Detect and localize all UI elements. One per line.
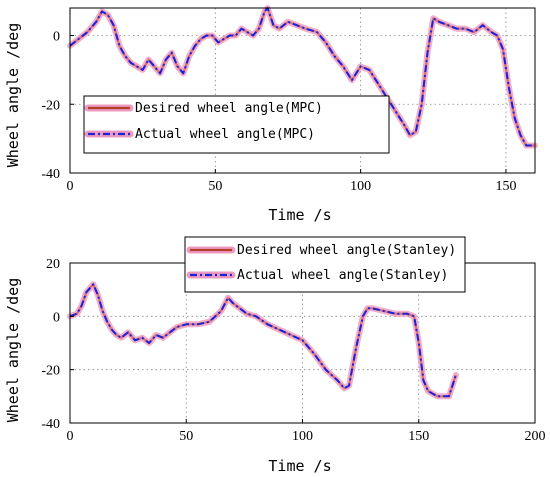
- y-tick-label-stanley: 0: [53, 310, 60, 325]
- x-tick-label-stanley: 50: [179, 429, 193, 444]
- legend-box-stanley: [184, 236, 466, 293]
- y-tick-label-mpc: -40: [41, 167, 60, 182]
- x-tick-label-stanley: 200: [525, 429, 546, 444]
- y-axis-label-mpc: Wheel angle /deg: [4, 23, 22, 168]
- lines-mpc: [67, 5, 538, 149]
- x-axis-label-mpc: Time /s: [268, 206, 331, 224]
- y-tick-label-mpc: 0: [53, 30, 60, 45]
- series-halo-0-stanley: [67, 281, 459, 400]
- legend-label-desired-stanley: Desired wheel angle(Stanley): [237, 243, 456, 258]
- plot-frame-mpc: [69, 7, 536, 174]
- chart-mpc: 0 50 100 150 -40 -20 0 Time /s Wheel angle /de…: [4, 5, 538, 224]
- ticks-stanley: 0 50 100 150 200 -40 -20 0 20: [41, 257, 545, 444]
- y-tick-label-mpc: -20: [41, 98, 60, 113]
- y-tick-label-stanley: 20: [46, 257, 60, 272]
- y-axis-label-stanley: Wheel angle /deg: [4, 278, 22, 423]
- series-halo-1-stanley: [67, 281, 459, 400]
- x-tick-label-mpc: 150: [495, 179, 516, 194]
- legend-label-actual-mpc: Actual wheel angle(MPC): [135, 127, 315, 142]
- legend-label-desired-mpc: Desired wheel angle(MPC): [135, 101, 323, 116]
- x-tick-label-mpc: 50: [208, 179, 222, 194]
- legend-label-actual-stanley: Actual wheel angle(Stanley): [237, 268, 448, 283]
- x-tick-label-stanley: 100: [292, 429, 313, 444]
- series-actual-mpc: [69, 7, 535, 147]
- x-tick-label-stanley: 150: [408, 429, 429, 444]
- x-tick-label-mpc: 100: [350, 179, 371, 194]
- ticks-mpc: 0 50 100 150 -40 -20 0: [41, 30, 516, 195]
- series-actual-stanley: [69, 283, 457, 398]
- x-axis-label-stanley: Time /s: [268, 457, 331, 475]
- legend-stanley: Desired wheel angle(Stanley) Actual whee…: [184, 236, 466, 293]
- y-tick-label-stanley: -20: [41, 364, 60, 379]
- x-tick-label-mpc: 0: [67, 179, 74, 194]
- x-tick-label-stanley: 0: [67, 429, 74, 444]
- grid-stanley: [70, 263, 535, 423]
- chart-stanley: 0 50 100 150 200 -40 -20 0 20 Time /s Wheel angl…: [4, 236, 546, 475]
- series-desired-stanley: [69, 283, 457, 398]
- legend-box-mpc: [83, 95, 390, 154]
- lines-stanley: [67, 281, 459, 400]
- y-tick-label-stanley: -40: [41, 417, 60, 432]
- legend-mpc: Desired wheel angle(MPC) Actual wheel an…: [83, 95, 390, 154]
